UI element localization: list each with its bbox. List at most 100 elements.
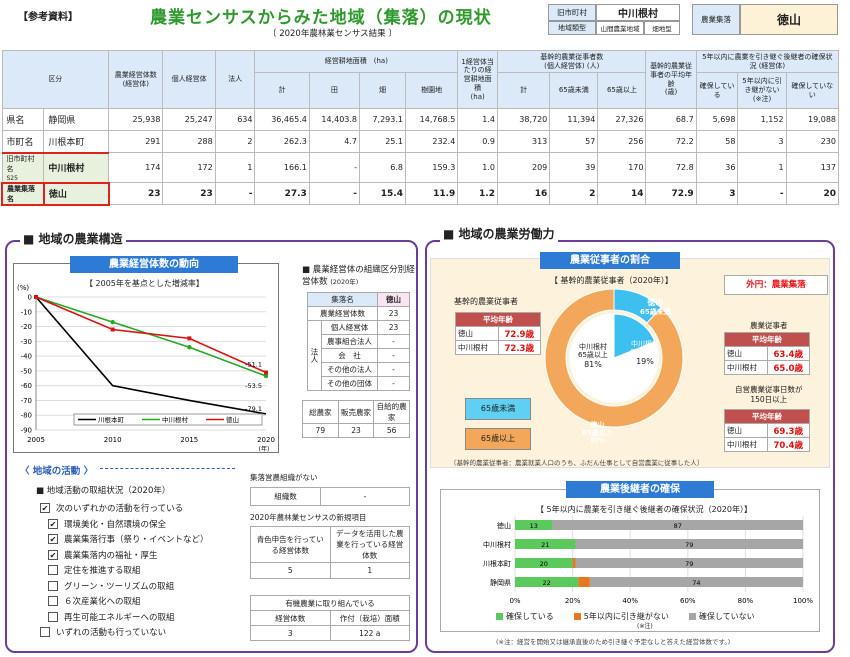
- col-paddy: 田: [308, 72, 361, 109]
- table-row: 農業集落名 徳山 23 23-27.3-15.4 11.9 1.2 16 2 14 72.9 3-2…: [1, 181, 840, 206]
- col-farms: 農業経営体数 (経営体): [108, 50, 164, 109]
- data-label: -79.1: [245, 405, 262, 413]
- y-tick-label: 0: [28, 294, 32, 302]
- ratio-title: 農業従事者の割合: [540, 252, 680, 269]
- col-s2: 5年以内に引き継がない (※注): [737, 72, 787, 109]
- successor-bar-chart: 0% 20% 40% 60% 80% 100% 徳山 13 87 中川根村 21 79 川根本町 20 79…: [483, 516, 813, 605]
- labor-panel: [425, 240, 835, 653]
- org-count-table: 組織数 -: [250, 487, 410, 506]
- data-label: 22: [543, 579, 551, 587]
- y-unit-label: (%): [17, 284, 29, 292]
- activity-sub: ■ 地域活動の取組状況（2020年）: [36, 486, 171, 496]
- pie-slice: [569, 313, 659, 403]
- avg-age-table: 平均年齢 徳山 72.9歳 中川根村 72.3歳: [455, 312, 541, 355]
- succ-legend: 確保している 5年以内に引き継がない 確保していない: [496, 611, 755, 622]
- checkbox-icon[interactable]: ✔: [40, 503, 50, 513]
- data-label: 87: [674, 522, 682, 530]
- col-area: 経営耕地面積 (ha): [254, 50, 459, 73]
- col-succ: 5年以内に農業を引き継ぐ後継者の確保状況 (経営体): [695, 50, 840, 73]
- y-tick-label: -10: [21, 308, 32, 316]
- x-tick-label: 2005: [27, 436, 45, 444]
- data-point: [264, 370, 268, 375]
- pie-inner-o-label: 中川根村 65歳以上 81%: [578, 343, 608, 369]
- y-tick-label: -80: [21, 412, 32, 420]
- table-row: 市町名 川根本町 291 288 2 262.3 4.7 25.1 232.4 0.9 313 57 2…: [1, 130, 840, 153]
- core-label: 基幹的農業従事者: [454, 297, 518, 306]
- checkbox-icon[interactable]: ✔: [48, 549, 58, 560]
- x-tick-label: 2020: [257, 436, 275, 444]
- y-tick-label: -60: [21, 382, 32, 390]
- organic-table: 有機農業に取り組んでいる 経営体数 作付（栽培）面積 3 122 a: [250, 595, 410, 641]
- bar-segment: [578, 577, 590, 587]
- worker-ratio-pie: [544, 288, 684, 428]
- bar-segment: [515, 558, 573, 568]
- series-line: [35, 296, 267, 374]
- col-individual: 個人経営体: [162, 50, 216, 109]
- data-point: [110, 327, 115, 332]
- pie-outer-o-label: 徳山 65歳以上 88%: [582, 421, 613, 445]
- area-type: 山間農業地域: [596, 21, 644, 35]
- structure-panel: [5, 240, 418, 653]
- succ-title: 農業後継者の確保: [566, 481, 714, 498]
- activity-item: 定住を推進する取組: [48, 564, 141, 576]
- x-tick-label: 100%: [793, 597, 813, 605]
- trend-chart-sub: 【 2005年を基点とした増減率】: [85, 279, 204, 288]
- bar-category-label: 中川根村: [483, 540, 511, 549]
- col-u65: 65歳未満: [549, 72, 599, 109]
- checkbox-icon[interactable]: [48, 580, 58, 591]
- checkbox-icon[interactable]: ✔: [48, 518, 58, 529]
- y-tick-label: -30: [21, 338, 32, 346]
- col-corp: 法人: [214, 50, 256, 109]
- activity-title: 〈 地域の活動 〉: [20, 466, 94, 477]
- y-tick-label: -50: [21, 367, 32, 375]
- pie-slice: [544, 288, 684, 428]
- pie-outer-u-label: 徳山 65歳未満: [640, 298, 671, 317]
- col-o65: 65歳以上: [597, 72, 647, 109]
- data-label: 21: [541, 541, 549, 549]
- bar-segment: [575, 558, 803, 568]
- bar-segment: [572, 558, 576, 568]
- table-row: 旧市町村名 S25 中川根村 174 172 1 166.1-6.8 159.3 1.0 209 3…: [1, 151, 840, 183]
- activity-item: ✔ 環境美化・自然環境の保全: [48, 518, 167, 530]
- data-point: [110, 319, 115, 325]
- data-label: 74: [692, 579, 700, 587]
- checkbox-icon[interactable]: ✔: [48, 534, 58, 544]
- checkbox-icon[interactable]: [48, 611, 58, 622]
- data-label: 20: [540, 560, 548, 568]
- checkbox-icon[interactable]: [40, 627, 50, 637]
- trend-chart-title: 農業経営体数の動向: [70, 256, 238, 273]
- y-tick-label: -20: [21, 323, 32, 331]
- x-tick-label: 20%: [565, 597, 581, 605]
- labor-title: ■ 地域の農業労働力: [440, 225, 558, 242]
- household-table: 総農家 販売農家 自給的農家 79 23 56: [302, 400, 410, 438]
- x-tick-label: 60%: [680, 597, 696, 605]
- legend-under65: 65歳未満: [465, 398, 531, 420]
- data-label: -51.1: [245, 361, 262, 369]
- y-tick-label: -70: [21, 397, 32, 405]
- org-title: ■ 農業経営体の組織区分別経営体数 (2020年): [302, 265, 415, 287]
- hamlet-value: 徳山: [740, 4, 838, 35]
- table-row: 県名 静岡県 25,938 25,247 634 36,465.4 14,403.8 7,29…: [1, 108, 840, 131]
- farm-label: 農業従事者: [750, 321, 788, 330]
- series-line: [35, 296, 267, 415]
- avg-age-table: 平均年齢 徳山 63.4歳 中川根村 65.0歳: [724, 332, 810, 375]
- org-table: 集落名 徳山 農業経営体数 23 個人経営体 23 法人 農事組合法人 - 会 社- その…: [307, 292, 410, 391]
- page-subtitle: 〔 2020年農林業センサス結果 〕: [268, 29, 397, 39]
- checkbox-icon[interactable]: [48, 596, 58, 606]
- col-total: 計: [254, 72, 310, 109]
- bar-segment: [552, 520, 803, 530]
- activity-item: ６次産業化への取組: [48, 595, 141, 607]
- col-field: 畑: [359, 72, 406, 109]
- col-per-farm: 1経営体当たりの経営耕地面積 (ha): [457, 50, 498, 109]
- bar-segment: [515, 539, 576, 549]
- data-point: [263, 373, 269, 379]
- data-label: 79: [685, 560, 693, 568]
- checkbox-icon[interactable]: [48, 565, 58, 575]
- legend-label: 徳山: [226, 415, 239, 424]
- succ-legend-note: (※注): [637, 623, 653, 630]
- activity-item: グリーン・ツーリズムの取組: [48, 580, 174, 592]
- col-avg-age: 基幹的農業従事者の平均年齢 (歳): [645, 50, 697, 109]
- area-label: 地域類型: [548, 21, 596, 35]
- activity-item: 再生可能エネルギーへの取組: [48, 611, 175, 623]
